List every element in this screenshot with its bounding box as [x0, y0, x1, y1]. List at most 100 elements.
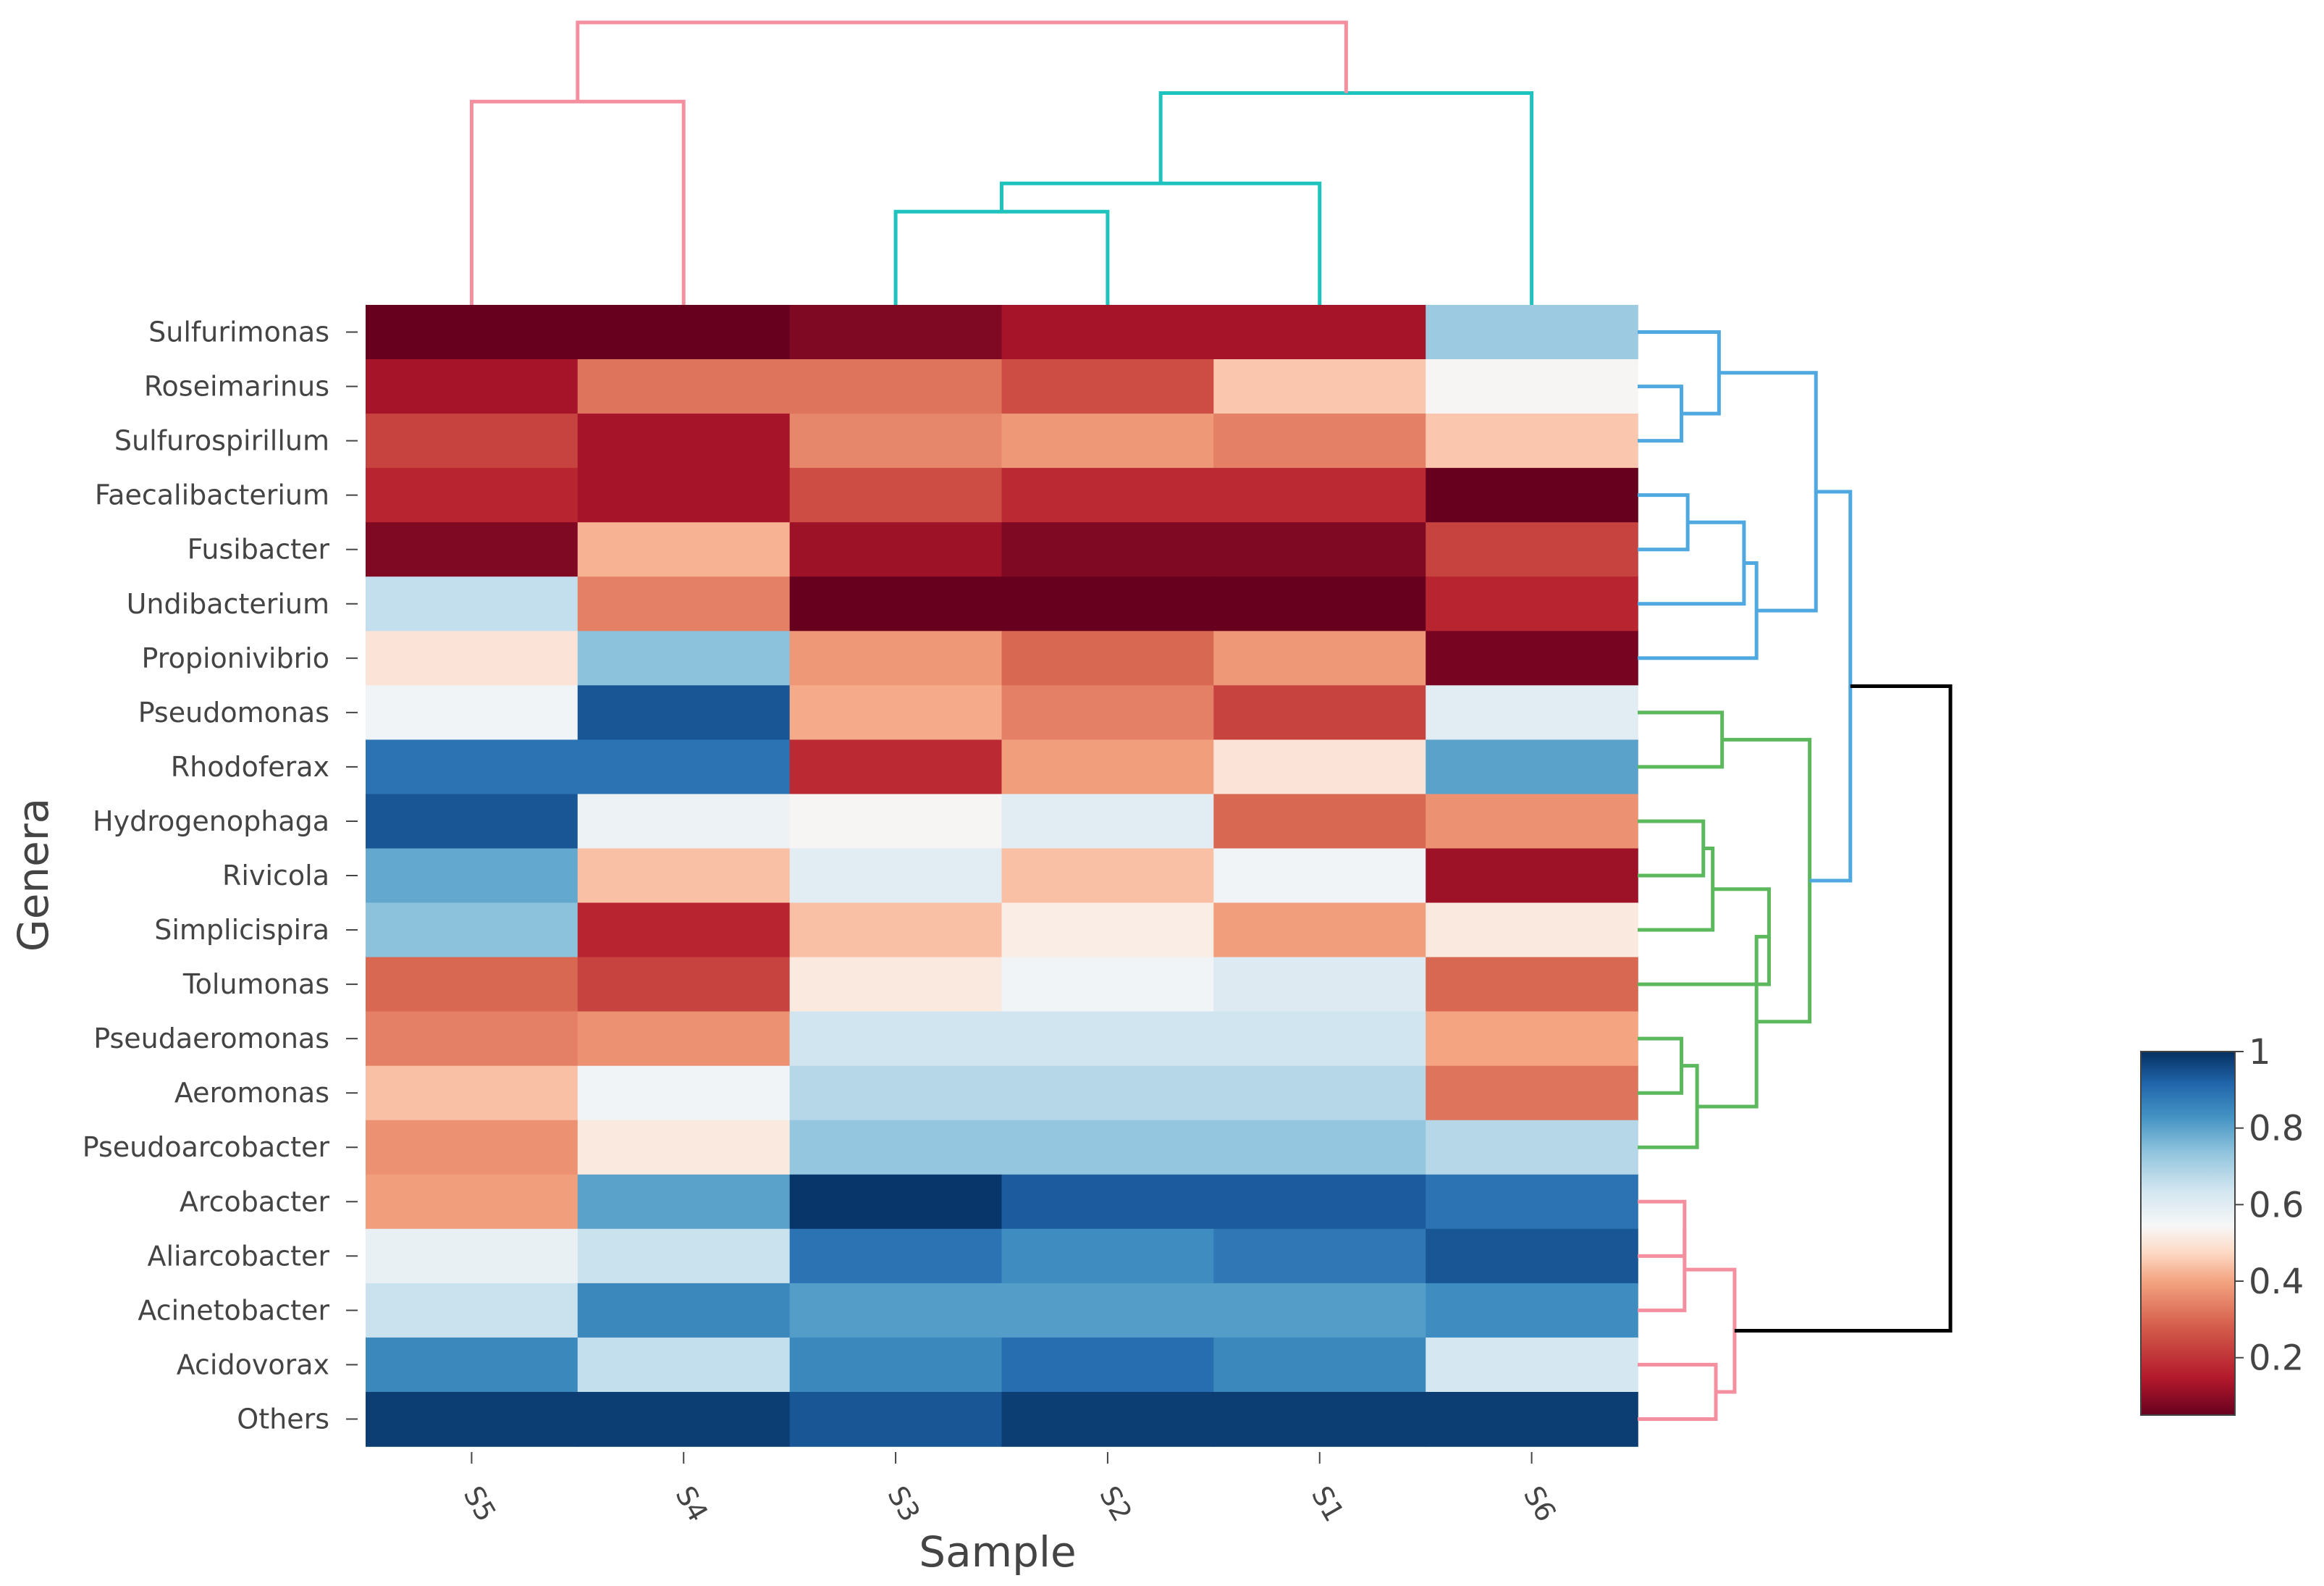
row-dendrogram — [1638, 330, 1953, 1421]
dendrogram-link — [1638, 710, 1725, 769]
dendrogram-link — [1719, 371, 1818, 613]
heatmap-cell-acinetobacter-s2 — [1001, 1283, 1215, 1338]
heatmap-cell-sulfurospirillum-s3 — [789, 414, 1003, 469]
heatmap-cell-others-s4 — [577, 1392, 791, 1447]
heatmap-cell-pseudomonas-s1 — [1213, 685, 1426, 741]
heatmap-cell-pseudaeromonas-s1 — [1213, 1011, 1426, 1067]
heatmap-cell-rhodoferax-s3 — [789, 739, 1003, 795]
y-tick-label: Aliarcobacter — [147, 1240, 329, 1272]
heatmap-cell-pseudoarcobacter-s5 — [366, 1120, 578, 1175]
dendrogram-link — [1638, 520, 1746, 606]
y-tick-label: Aeromonas — [174, 1077, 329, 1109]
heatmap-cell-sulfurimonas-s5 — [366, 305, 578, 360]
heatmap-cell-aeromonas-s5 — [366, 1065, 578, 1121]
heatmap-cell-faecalibacterium-s4 — [577, 468, 791, 523]
heatmap-cell-hydrogenophaga-s2 — [1001, 794, 1215, 849]
dendrogram-link — [1638, 330, 1721, 416]
heatmap-cell-sulfurimonas-s1 — [1213, 305, 1426, 360]
y-tick-label: Rhodoferax — [171, 751, 329, 783]
heatmap-cell-pseudoarcobacter-s6 — [1426, 1120, 1638, 1175]
heatmap-cell-sulfurospirillum-s1 — [1213, 414, 1426, 469]
heatmap-cell-acidovorax-s6 — [1426, 1337, 1638, 1393]
heatmap-cell-roseimarinus-s4 — [577, 359, 791, 414]
y-tick-label: Others — [237, 1403, 329, 1435]
heatmap-cell-roseimarinus-s1 — [1213, 359, 1426, 414]
x-tick-label: S5 — [458, 1481, 502, 1527]
heatmap-cell-undibacterium-s1 — [1213, 576, 1426, 632]
heatmap-cell-rivicola-s1 — [1213, 848, 1426, 904]
y-tick-label: Simplicispira — [154, 914, 329, 946]
heatmap-cell-aliarcobacter-s2 — [1001, 1228, 1215, 1284]
heatmap-cell-undibacterium-s6 — [1426, 576, 1638, 632]
dendrogram-link — [1684, 1267, 1737, 1394]
dendrogram-link — [1638, 819, 1706, 878]
dendrogram-link — [1638, 1064, 1699, 1149]
heatmap-cell-hydrogenophaga-s1 — [1213, 794, 1426, 849]
y-tick-label: Sulfurimonas — [148, 316, 329, 348]
dendrogram-link — [1638, 1036, 1683, 1095]
heatmap-cell-rivicola-s5 — [366, 848, 578, 904]
heatmap-cell-tolumonas-s5 — [366, 957, 578, 1012]
heatmap-cell-sulfurospirillum-s4 — [577, 414, 791, 469]
heatmap-cell-simplicispira-s6 — [1426, 902, 1638, 958]
heatmap-cell-pseudaeromonas-s3 — [789, 1011, 1003, 1067]
heatmap-cell-acinetobacter-s4 — [577, 1283, 791, 1338]
heatmap-cell-pseudomonas-s5 — [366, 685, 578, 741]
heatmap-cell-fusibacter-s5 — [366, 522, 578, 577]
heatmap-cell-tolumonas-s6 — [1426, 957, 1638, 1012]
heatmap-cell-faecalibacterium-s1 — [1213, 468, 1426, 523]
heatmap-cell-fusibacter-s2 — [1001, 522, 1215, 577]
dendrogram-link — [1638, 561, 1759, 660]
heatmap-cell-undibacterium-s5 — [366, 576, 578, 632]
heatmap-cell-propionivibrio-s4 — [577, 631, 791, 687]
heatmap-cell-propionivibrio-s2 — [1001, 631, 1215, 687]
heatmap-cell-aliarcobacter-s5 — [366, 1228, 578, 1284]
heatmap-cell-pseudaeromonas-s5 — [366, 1011, 578, 1067]
heatmap-cell-aliarcobacter-s6 — [1426, 1228, 1638, 1284]
heatmap-cell-aeromonas-s3 — [789, 1065, 1003, 1121]
heatmap-cell-propionivibrio-s6 — [1426, 631, 1638, 687]
colorbar: 0.2 0.4 0.6 0.8 1 — [2140, 1032, 2304, 1416]
heatmap-cell-fusibacter-s6 — [1426, 522, 1638, 577]
heatmap-cell-sulfurospirillum-s2 — [1001, 414, 1215, 469]
heatmap-cell-others-s5 — [366, 1392, 578, 1447]
heatmap-cell-aeromonas-s6 — [1426, 1065, 1638, 1121]
x-axis: S5 S4 S3 S2 S1 S6 — [458, 1452, 1562, 1527]
heatmap-cell-sulfurimonas-s6 — [1426, 305, 1638, 360]
heatmap-cell-tolumonas-s1 — [1213, 957, 1426, 1012]
x-axis-title: Sample — [919, 1527, 1076, 1577]
y-tick-label: Rivicola — [222, 860, 329, 891]
heatmap-cell-rivicola-s3 — [789, 848, 1003, 904]
y-tick-label: Faecalibacterium — [95, 479, 329, 511]
heatmap-cell-faecalibacterium-s3 — [789, 468, 1003, 523]
heatmap-cell-rivicola-s6 — [1426, 848, 1638, 904]
heatmap-cell-fusibacter-s1 — [1213, 522, 1426, 577]
x-tick-label: S1 — [1305, 1481, 1350, 1527]
heatmap-cell-arcobacter-s5 — [366, 1174, 578, 1230]
heatmap-cell-pseudoarcobacter-s4 — [577, 1120, 791, 1175]
dendrogram-link — [1000, 181, 1322, 305]
heatmap-cell-roseimarinus-s5 — [366, 359, 578, 414]
heatmap-cell-simplicispira-s5 — [366, 902, 578, 958]
heatmap-cell-tolumonas-s2 — [1001, 957, 1215, 1012]
heatmap-cell-undibacterium-s4 — [577, 576, 791, 632]
colorbar-tick-label: 0.8 — [2249, 1109, 2304, 1149]
heatmap-cell-aliarcobacter-s3 — [789, 1228, 1003, 1284]
heatmap-cell-fusibacter-s3 — [789, 522, 1003, 577]
heatmap-cell-rivicola-s2 — [1001, 848, 1215, 904]
heatmap-cell-pseudomonas-s6 — [1426, 685, 1638, 741]
y-tick-label: Tolumonas — [182, 968, 329, 1000]
heatmap-cell-others-s3 — [789, 1392, 1003, 1447]
heatmap-cell-pseudaeromonas-s4 — [577, 1011, 791, 1067]
heatmap-cell-propionivibrio-s1 — [1213, 631, 1426, 687]
heatmap-cell-roseimarinus-s6 — [1426, 359, 1638, 414]
heatmap-cell-propionivibrio-s5 — [366, 631, 578, 687]
y-tick-label: Acidovorax — [177, 1348, 329, 1380]
colorbar-ticks: 0.2 0.4 0.6 0.8 1 — [2235, 1032, 2304, 1379]
x-tick-label: S4 — [669, 1481, 714, 1527]
heatmap-cell-hydrogenophaga-s4 — [577, 794, 791, 849]
heatmap-cell-aliarcobacter-s1 — [1213, 1228, 1426, 1284]
heatmap-cell-arcobacter-s4 — [577, 1174, 791, 1230]
y-tick-label: Pseudaeromonas — [93, 1023, 329, 1054]
